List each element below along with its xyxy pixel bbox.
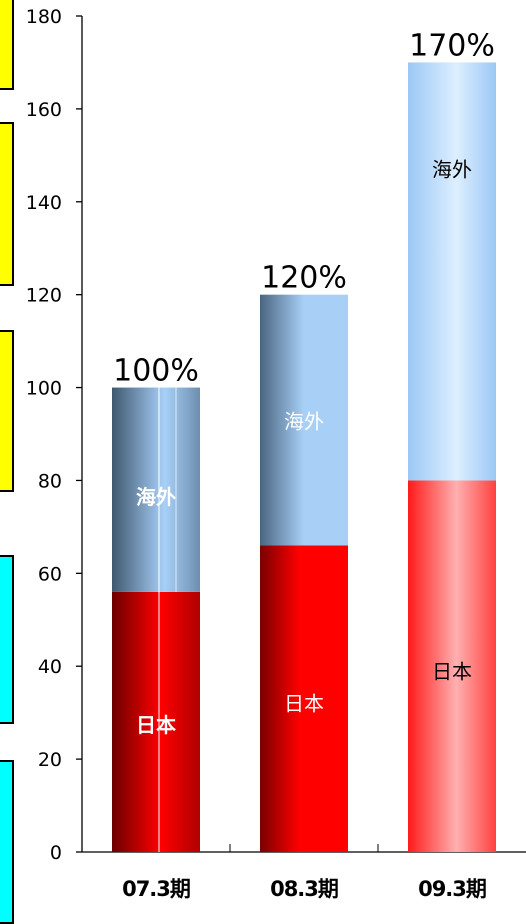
segment-label-overseas: 海外 (136, 485, 176, 509)
x-category-label: 08.3期 (270, 877, 338, 901)
y-tick-label: 20 (38, 749, 62, 771)
segment-label-overseas: 海外 (432, 157, 472, 181)
side-panel-yellow-2 (0, 122, 14, 286)
bar-segment-japan (408, 480, 496, 852)
segment-label-japan: 日本 (136, 713, 176, 737)
y-tick-label: 120 (26, 285, 62, 307)
y-tick-label: 0 (50, 842, 62, 864)
bar-segment-overseas (112, 387, 200, 592)
bar-segment-japan (260, 545, 348, 852)
y-tick-label: 160 (26, 99, 62, 121)
side-panel-cyan-1 (0, 555, 14, 724)
segment-label-japan: 日本 (284, 691, 324, 715)
total-label: 120% (261, 261, 347, 296)
bar-segment-japan (112, 591, 200, 852)
y-tick-label: 80 (38, 470, 62, 492)
y-tick-label: 40 (38, 656, 62, 678)
total-label: 170% (409, 28, 495, 63)
total-label: 100% (113, 354, 199, 389)
segment-label-japan: 日本 (432, 659, 472, 683)
y-tick-label: 60 (38, 563, 62, 585)
side-panel-yellow-3 (0, 330, 14, 492)
x-category-label: 09.3期 (418, 877, 486, 901)
y-tick-label: 140 (26, 192, 62, 214)
side-panel-yellow-1 (0, 0, 14, 90)
y-tick-label: 100 (26, 378, 62, 400)
bar-segment-overseas (408, 62, 496, 481)
bar-segment-overseas (260, 294, 348, 546)
y-tick-label: 180 (26, 6, 62, 28)
segment-label-overseas: 海外 (284, 410, 324, 434)
x-category-label: 07.3期 (122, 877, 190, 901)
